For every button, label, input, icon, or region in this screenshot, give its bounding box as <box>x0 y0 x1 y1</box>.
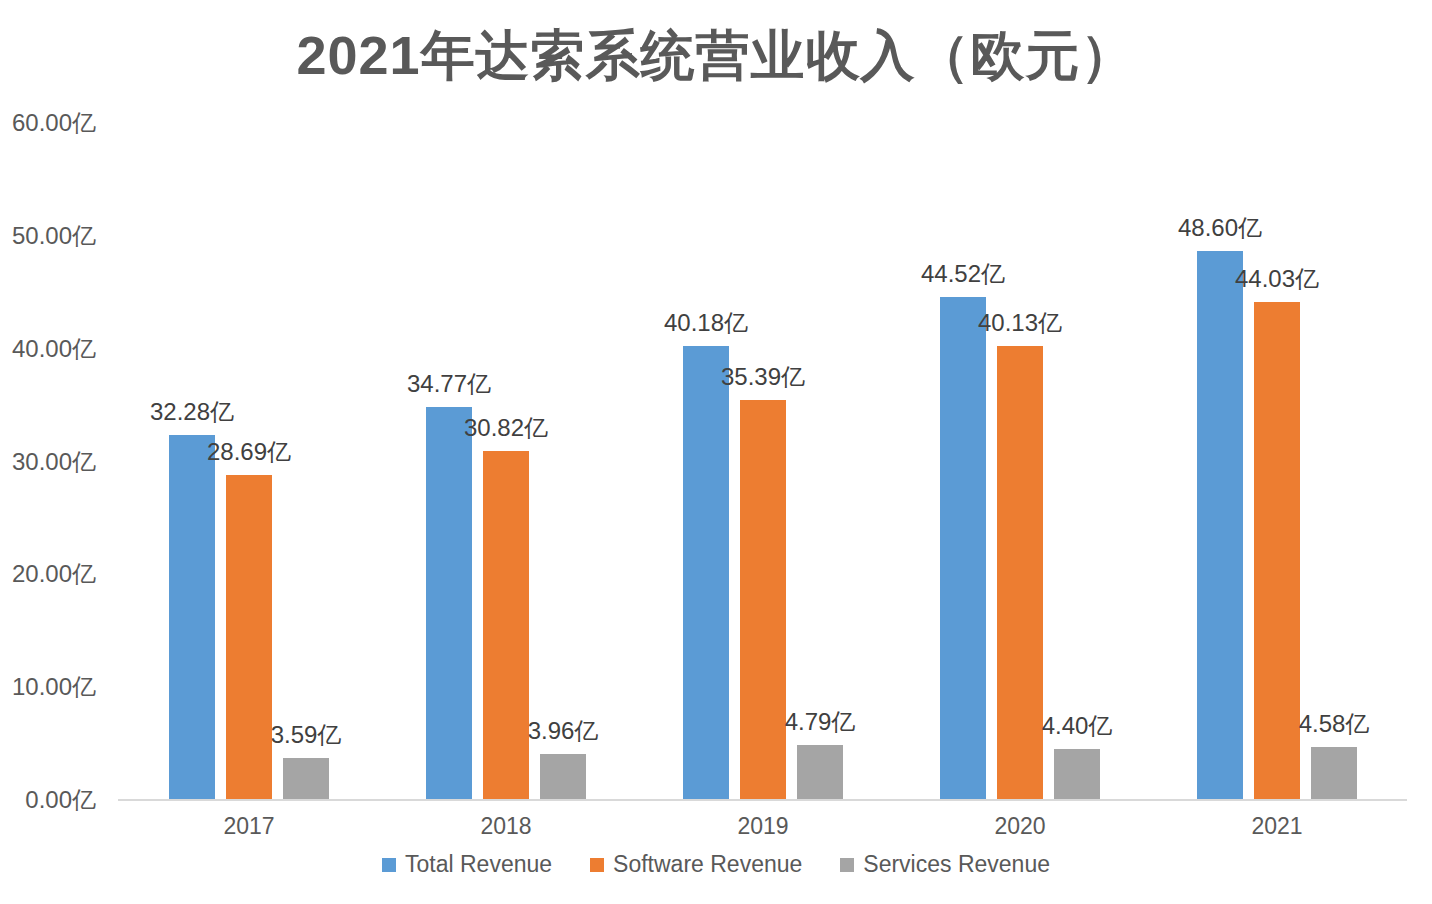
chart-title: 2021年达索系统营业收入（欧元） <box>0 20 1432 93</box>
bar-software-revenue-2018 <box>483 451 529 799</box>
legend-item-software-revenue: Software Revenue <box>590 851 802 878</box>
bar-services-revenue-2019 <box>797 745 843 799</box>
legend-swatch-icon <box>840 858 854 872</box>
y-axis-tick-label: 40.00亿 <box>0 334 96 364</box>
bar-software-revenue-2020 <box>997 346 1043 799</box>
y-axis-tick-label: 50.00亿 <box>0 221 96 251</box>
data-label: 40.18亿 <box>664 308 748 338</box>
y-axis-tick-label: 30.00亿 <box>0 447 96 477</box>
bar-software-revenue-2019 <box>740 400 786 799</box>
y-axis-tick-label: 20.00亿 <box>0 559 96 589</box>
bar-software-revenue-2017 <box>226 475 272 799</box>
legend: Total Revenue Software Revenue Services Re… <box>0 851 1432 878</box>
legend-label: Software Revenue <box>613 851 802 878</box>
bar-services-revenue-2018 <box>540 754 586 799</box>
y-axis-tick-label: 10.00亿 <box>0 672 96 702</box>
data-label: 35.39亿 <box>721 362 805 392</box>
legend-item-total-revenue: Total Revenue <box>382 851 552 878</box>
data-label: 40.13亿 <box>978 308 1062 338</box>
bar-total-revenue-2017 <box>169 435 215 799</box>
legend-swatch-icon <box>382 858 396 872</box>
data-label: 44.03亿 <box>1235 264 1319 294</box>
data-label: 30.82亿 <box>464 413 548 443</box>
legend-label: Total Revenue <box>405 851 552 878</box>
y-axis-tick-label: 0.00亿 <box>0 785 96 815</box>
bar-services-revenue-2021 <box>1311 747 1357 799</box>
x-axis-tick-label: 2021 <box>1251 812 1302 840</box>
data-label: 34.77亿 <box>407 369 491 399</box>
bar-total-revenue-2018 <box>426 407 472 799</box>
data-label: 3.59亿 <box>271 720 342 750</box>
bar-total-revenue-2021 <box>1197 251 1243 799</box>
bar-total-revenue-2020 <box>940 297 986 799</box>
legend-swatch-icon <box>590 858 604 872</box>
x-axis-tick-label: 2020 <box>994 812 1045 840</box>
x-axis-tick-label: 2017 <box>223 812 274 840</box>
data-label: 4.79亿 <box>785 707 856 737</box>
bar-services-revenue-2020 <box>1054 749 1100 799</box>
legend-label: Services Revenue <box>863 851 1050 878</box>
data-label: 48.60亿 <box>1178 213 1262 243</box>
data-label: 3.96亿 <box>528 716 599 746</box>
bar-services-revenue-2017 <box>283 758 329 799</box>
data-label: 4.40亿 <box>1042 711 1113 741</box>
x-axis-tick-label: 2019 <box>737 812 788 840</box>
y-axis-tick-label: 60.00亿 <box>0 108 96 138</box>
bar-software-revenue-2021 <box>1254 302 1300 799</box>
x-axis-line <box>118 799 1407 801</box>
data-label: 44.52亿 <box>921 259 1005 289</box>
revenue-bar-chart: 2021年达索系统营业收入（欧元） 0.00亿 10.00亿 20.00亿 30.00… <box>0 0 1432 904</box>
data-label: 28.69亿 <box>207 437 291 467</box>
data-label: 32.28亿 <box>150 397 234 427</box>
data-label: 4.58亿 <box>1299 709 1370 739</box>
legend-item-services-revenue: Services Revenue <box>840 851 1050 878</box>
bar-total-revenue-2019 <box>683 346 729 799</box>
x-axis-tick-label: 2018 <box>480 812 531 840</box>
